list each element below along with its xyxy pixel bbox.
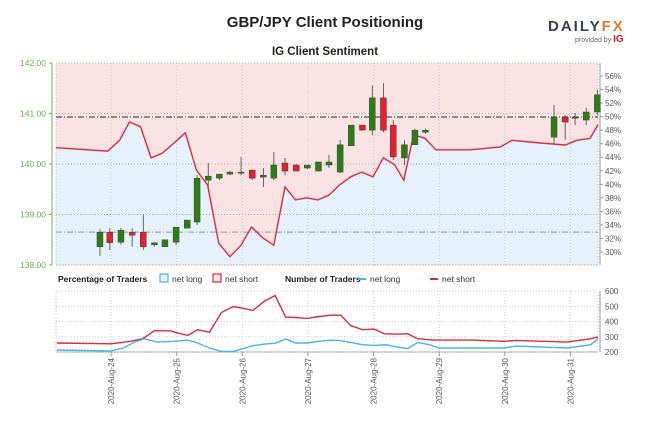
chart-subtitle: IG Client Sentiment (271, 46, 379, 58)
ig-logo: IG (613, 34, 624, 45)
pct-tick-label: 38% (605, 194, 621, 203)
bullish-candle (237, 171, 245, 174)
legend-pct-short: net short (225, 274, 259, 284)
count-tick-label: 200 (605, 348, 619, 357)
bullish-candle (422, 129, 429, 133)
bullish-candle (270, 164, 278, 179)
bullish-candle (582, 111, 590, 121)
count-tick-label: 300 (605, 333, 619, 342)
bullish-candle (594, 94, 601, 113)
bullish-candle (550, 116, 558, 138)
price-tick-label: 141.00 (20, 109, 46, 119)
date-tick-label: 2020-Aug-31 (566, 357, 575, 404)
bullish-candle (315, 161, 322, 172)
pct-tick-label: 36% (605, 207, 621, 216)
bearish-candle (359, 124, 366, 131)
bearish-candle (248, 169, 256, 179)
net-short-zone (56, 63, 598, 257)
bullish-candle (205, 175, 212, 181)
pct-tick-label: 48% (605, 126, 621, 135)
date-tick-label: 2020-Aug-25 (173, 357, 182, 404)
pct-tick-label: 56% (605, 72, 621, 81)
bearish-candle (128, 231, 136, 236)
bullish-candle (96, 231, 104, 248)
legend-num-short: net short (442, 274, 476, 284)
pct-tick-label: 42% (605, 167, 621, 176)
bearish-candle (561, 116, 569, 123)
logo-text-fx: FX (601, 18, 625, 35)
bullish-candle (411, 129, 419, 146)
price-tick-label: 140.00 (20, 159, 46, 169)
pct-tick-label: 52% (605, 99, 621, 108)
bearish-candle (140, 231, 147, 248)
bullish-candle (193, 177, 201, 223)
date-tick-label: 2020-Aug-26 (238, 357, 247, 404)
bullish-candle (348, 124, 355, 147)
bullish-candle (172, 226, 180, 243)
bullish-candle (151, 242, 158, 245)
provided-by: provided by IG (575, 34, 624, 45)
legend-pct-long-swatch (159, 273, 169, 283)
dailyfx-logo: DAILYFX (548, 18, 625, 35)
legend-pct-long: net long (172, 274, 203, 284)
bearish-candle (380, 97, 387, 131)
bearish-candle (281, 162, 289, 172)
net-short-percentage-line (55, 121, 599, 258)
pct-tick-label: 50% (605, 113, 621, 122)
bullish-candle (401, 144, 408, 159)
net-short-count-line (56, 294, 599, 345)
bearish-candle (106, 231, 114, 243)
legend-pct-title: Percentage of Traders (58, 274, 148, 284)
legend-pct-short-swatch (212, 273, 222, 283)
bullish-candle (369, 97, 376, 131)
pct-tick-label: 40% (605, 180, 621, 189)
bullish-candle (184, 219, 191, 229)
bullish-candle (161, 239, 169, 248)
bullish-candle (325, 161, 333, 166)
count-tick-label: 500 (605, 302, 619, 311)
bullish-candle (571, 116, 579, 119)
bullish-candle (117, 229, 125, 243)
net-long-count-line (56, 337, 599, 353)
date-tick-label: 2020-Aug-29 (435, 357, 444, 404)
price-tick-label: 142.00 (20, 58, 46, 68)
chart-title: GBP/JPY Client Positioning (226, 14, 424, 31)
date-tick-label: 2020-Aug-24 (107, 357, 116, 404)
bearish-candle (390, 124, 397, 158)
pct-tick-label: 44% (605, 153, 621, 162)
logo-text-daily: DAILY (548, 18, 602, 35)
provided-by-text: provided by (575, 37, 612, 44)
bullish-candle (304, 164, 311, 169)
price-tick-label: 139.00 (20, 210, 46, 220)
price-tick-label: 138.00 (20, 260, 46, 270)
pct-tick-label: 54% (605, 86, 621, 95)
bullish-candle (216, 173, 223, 179)
legend-num-long: net long (370, 274, 401, 284)
count-tick-label: 600 (605, 287, 619, 296)
count-tick-label: 400 (605, 318, 619, 327)
date-tick-label: 2020-Aug-28 (370, 357, 379, 404)
bearish-candle (292, 164, 300, 172)
bullish-candle (226, 171, 234, 175)
pct-tick-label: 46% (605, 140, 621, 149)
date-tick-label: 2020-Aug-30 (501, 357, 510, 404)
bullish-candle (336, 144, 344, 173)
pct-tick-label: 32% (605, 234, 621, 243)
date-tick-label: 2020-Aug-27 (304, 357, 313, 404)
bullish-candle (260, 174, 267, 178)
legend-num-title: Number of Traders (285, 274, 361, 284)
pct-tick-label: 30% (605, 248, 621, 257)
pct-tick-label: 34% (605, 221, 621, 230)
